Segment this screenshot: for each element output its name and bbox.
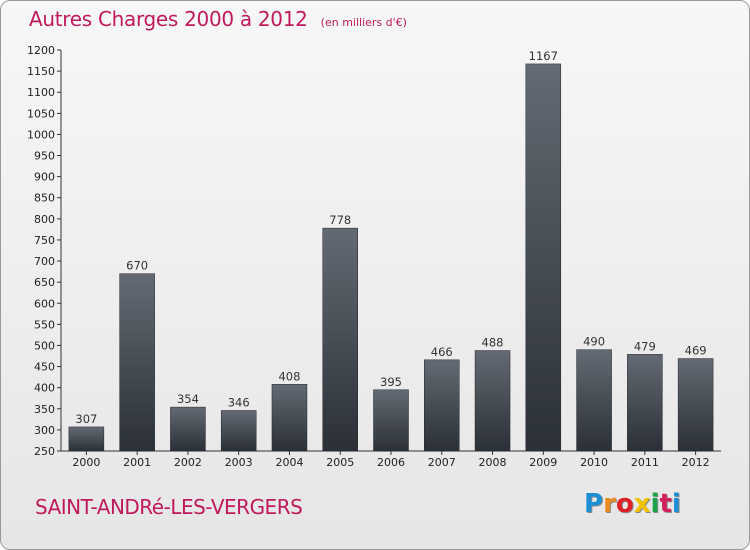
bar-2006 <box>373 389 409 452</box>
logo-letter: o <box>615 489 634 519</box>
chart-unit: (en milliers d'€) <box>320 16 407 29</box>
data-label-2012: 469 <box>685 344 707 358</box>
y-tick-label: 1150 <box>27 65 55 78</box>
bar-2001 <box>119 273 155 452</box>
y-tick-label: 1100 <box>27 86 55 99</box>
title-row: Autres Charges 2000 à 2012 (en milliers … <box>29 7 407 31</box>
y-tick-label: 450 <box>34 361 55 374</box>
data-label-2009: 1167 <box>529 49 558 63</box>
logo-letter: t <box>659 489 672 519</box>
y-tick-label: 500 <box>34 339 55 352</box>
logo-letter: x <box>633 489 651 519</box>
bar-2003 <box>220 410 257 452</box>
bar-2002 <box>170 406 206 452</box>
y-tick-label: 350 <box>34 403 55 416</box>
data-label-2001: 670 <box>126 259 148 273</box>
bar-2005 <box>322 227 358 452</box>
y-tick-label: 750 <box>34 234 55 247</box>
bar-2010 <box>576 349 612 452</box>
x-tick-label-2003: 2003 <box>225 456 253 469</box>
y-tick-label: 850 <box>34 192 55 205</box>
bar-2000 <box>68 426 105 452</box>
y-tick-label: 550 <box>34 318 55 331</box>
x-tick-label-2008: 2008 <box>479 456 507 469</box>
bar-2012 <box>677 358 714 452</box>
y-tick-label: 650 <box>34 276 55 289</box>
axes: 250 300 350 400 450 500 550 600 650 700 750 800 850 9… <box>27 44 721 469</box>
logo-letter: r <box>603 489 616 519</box>
x-tick-label-2010: 2010 <box>580 456 608 469</box>
y-tick-label: 400 <box>34 382 55 395</box>
bar-2004 <box>271 384 308 452</box>
logo-letter: i <box>671 489 681 519</box>
y-tick-label: 950 <box>34 150 55 163</box>
y-tick-label: 1000 <box>27 128 55 141</box>
bars: 307 670 354 346 408 778 395 466 488 1167 490 479 469 <box>68 49 714 452</box>
logo-letter: P <box>584 489 604 519</box>
data-label-2010: 490 <box>583 335 605 349</box>
data-label-2006: 395 <box>380 375 402 389</box>
chart-title: Autres Charges 2000 à 2012 <box>29 7 308 31</box>
x-tick-label-2011: 2011 <box>631 456 659 469</box>
x-tick-label-2006: 2006 <box>377 456 405 469</box>
x-tick-label-2012: 2012 <box>682 456 710 469</box>
data-label-2000: 307 <box>75 412 97 426</box>
y-tick-label: 900 <box>34 171 55 184</box>
data-label-2011: 479 <box>634 339 656 353</box>
y-tick-label: 800 <box>34 213 55 226</box>
bar-2009 <box>525 63 562 452</box>
proxiti-logo: Proxiti <box>584 489 681 519</box>
x-tick-label-2009: 2009 <box>529 456 557 469</box>
data-label-2003: 346 <box>228 395 250 409</box>
data-label-2004: 408 <box>278 369 300 383</box>
logo-letter: i <box>650 489 660 519</box>
x-tick-label-2005: 2005 <box>326 456 354 469</box>
bar-2007 <box>424 359 460 452</box>
y-tick-label: 1200 <box>27 44 55 57</box>
y-tick-label: 700 <box>34 255 55 268</box>
bar-2011 <box>627 354 663 452</box>
y-tick-label: 300 <box>34 424 55 437</box>
bar-2008 <box>474 350 511 452</box>
x-tick-label-2001: 2001 <box>123 456 151 469</box>
commune-name: SAINT-ANDRé-LES-VERGERS <box>35 495 303 519</box>
data-label-2008: 488 <box>482 336 504 350</box>
x-tick-label-2004: 2004 <box>275 456 303 469</box>
data-label-2007: 466 <box>431 345 453 359</box>
data-label-2002: 354 <box>177 392 199 406</box>
x-tick-label-2002: 2002 <box>174 456 202 469</box>
x-tick-label-2007: 2007 <box>428 456 456 469</box>
y-tick-label: 250 <box>34 445 55 458</box>
y-tick-label: 1050 <box>27 107 55 120</box>
x-tick-label-2000: 2000 <box>72 456 100 469</box>
y-tick-label: 600 <box>34 297 55 310</box>
data-label-2005: 778 <box>329 213 351 227</box>
